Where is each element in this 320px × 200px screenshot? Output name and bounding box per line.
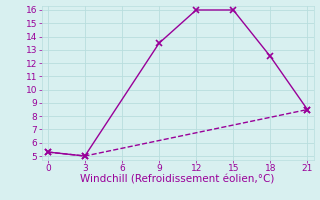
X-axis label: Windchill (Refroidissement éolien,°C): Windchill (Refroidissement éolien,°C) bbox=[80, 175, 275, 185]
